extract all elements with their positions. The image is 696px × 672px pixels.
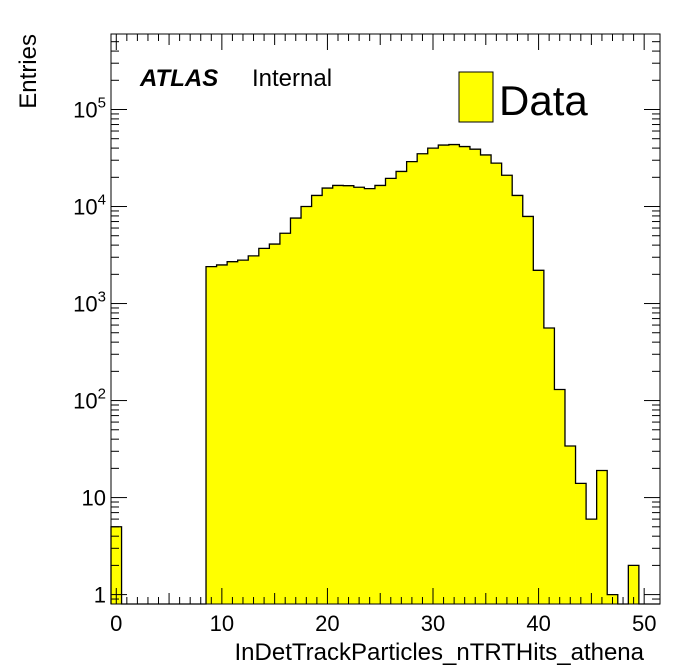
histogram-bar: [459, 146, 471, 605]
histogram-outline: [110, 143, 660, 605]
y-tick-label: 103: [73, 289, 106, 317]
x-tick-label: 50: [632, 611, 656, 636]
histogram-bar: [575, 483, 587, 604]
legend-swatch: [458, 71, 494, 123]
y-tick-label: 1: [94, 583, 106, 608]
histogram-bar: [554, 389, 566, 604]
histogram-bar: [533, 270, 545, 604]
atlas-label-status: Internal: [252, 65, 332, 92]
axis-ticks: [111, 33, 660, 605]
histogram-bar: [290, 218, 302, 604]
histogram-bar: [512, 195, 524, 604]
histogram-bar: [596, 470, 608, 604]
histogram-bar: [216, 264, 228, 604]
x-tick-label: 40: [526, 611, 550, 636]
histogram-bar: [237, 260, 249, 604]
histogram-bar: [332, 185, 344, 605]
x-axis-title: InDetTrackParticles_nTRTHits_athena: [235, 639, 645, 666]
y-axis-title: Entries: [15, 34, 42, 109]
histogram-bar: [301, 206, 312, 604]
histogram-bar: [206, 266, 217, 604]
x-tick-labels: 0 10 20 30 40 50: [110, 611, 656, 636]
histogram-bar: [406, 161, 418, 604]
y-tick-label: 105: [73, 95, 106, 123]
histogram-bar: [322, 188, 334, 605]
histogram-bar: [427, 148, 439, 604]
y-tick-label: 104: [73, 192, 106, 220]
histogram-bar: [279, 233, 291, 604]
histogram-bar: [385, 178, 397, 604]
histogram-bar: [586, 519, 598, 604]
histogram-bar: [269, 244, 281, 604]
y-tick-labels: 1 10 102 103 104 105: [73, 95, 106, 608]
histogram-bar: [480, 154, 492, 604]
histogram-bar: [628, 565, 640, 604]
histogram-bar: [564, 446, 576, 604]
y-tick-label: 10: [82, 486, 106, 511]
histogram-bar: [438, 145, 450, 604]
histogram-bar: [258, 248, 270, 604]
histogram-bar: [417, 153, 429, 605]
legend-label: Data: [499, 77, 588, 124]
histogram-bar: [396, 171, 408, 605]
x-tick-label: 20: [315, 611, 339, 636]
histogram-bars: [110, 143, 660, 605]
histogram-bar: [522, 216, 534, 604]
histogram-bar: [448, 144, 460, 604]
x-tick-label: 10: [210, 611, 234, 636]
histogram-bar: [501, 175, 513, 604]
histogram-bar: [364, 188, 376, 604]
histogram-bar: [491, 163, 503, 604]
histogram-bar: [353, 187, 365, 605]
histogram-bar: [469, 149, 481, 605]
x-tick-label: 0: [110, 611, 122, 636]
histogram-bar: [227, 261, 239, 604]
x-tick-label: 30: [421, 611, 445, 636]
legend: Data: [458, 71, 588, 124]
atlas-label-experiment: ATLAS: [139, 65, 218, 92]
y-tick-label: 102: [73, 386, 106, 414]
atlas-label: ATLAS Internal: [139, 65, 332, 92]
histogram-bar: [543, 327, 555, 604]
histogram-bar: [374, 185, 386, 605]
histogram-bar: [343, 185, 355, 605]
histogram-bar: [248, 255, 260, 605]
histogram-bar: [311, 195, 323, 604]
